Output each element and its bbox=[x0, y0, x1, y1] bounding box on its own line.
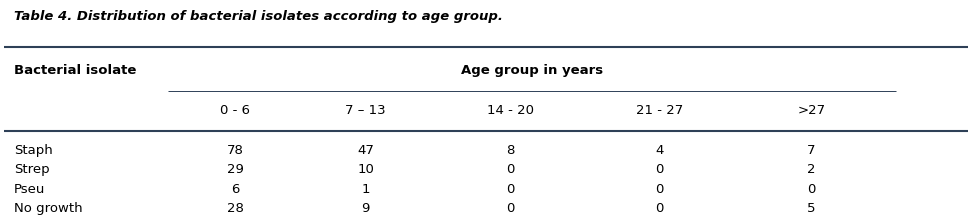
Text: 4: 4 bbox=[655, 144, 664, 157]
Text: 8: 8 bbox=[505, 144, 514, 157]
Text: 0: 0 bbox=[505, 183, 514, 196]
Text: 78: 78 bbox=[227, 144, 244, 157]
Text: Pseu: Pseu bbox=[14, 183, 45, 196]
Text: 5: 5 bbox=[807, 202, 816, 215]
Text: 29: 29 bbox=[227, 163, 244, 176]
Text: 2: 2 bbox=[807, 163, 816, 176]
Text: 0: 0 bbox=[807, 183, 816, 196]
Text: 0: 0 bbox=[655, 163, 664, 176]
Text: 7 – 13: 7 – 13 bbox=[345, 104, 386, 118]
Text: Strep: Strep bbox=[14, 163, 50, 176]
Text: 0: 0 bbox=[505, 202, 514, 215]
Text: Staph: Staph bbox=[14, 144, 52, 157]
Text: 47: 47 bbox=[357, 144, 374, 157]
Text: 14 - 20: 14 - 20 bbox=[487, 104, 534, 118]
Text: 0: 0 bbox=[505, 163, 514, 176]
Text: No growth: No growth bbox=[14, 202, 83, 215]
Text: 9: 9 bbox=[362, 202, 369, 215]
Text: 28: 28 bbox=[227, 202, 244, 215]
Text: Age group in years: Age group in years bbox=[461, 63, 603, 77]
Text: Table 4. Distribution of bacterial isolates according to age group.: Table 4. Distribution of bacterial isola… bbox=[14, 10, 503, 22]
Text: 1: 1 bbox=[362, 183, 369, 196]
Text: 6: 6 bbox=[231, 183, 240, 196]
Text: Bacterial isolate: Bacterial isolate bbox=[14, 63, 136, 77]
Text: 21 - 27: 21 - 27 bbox=[636, 104, 683, 118]
Text: 0: 0 bbox=[655, 183, 664, 196]
Text: 10: 10 bbox=[357, 163, 374, 176]
Text: 0 - 6: 0 - 6 bbox=[221, 104, 251, 118]
Text: >27: >27 bbox=[797, 104, 825, 118]
Text: 7: 7 bbox=[807, 144, 816, 157]
Text: 0: 0 bbox=[655, 202, 664, 215]
